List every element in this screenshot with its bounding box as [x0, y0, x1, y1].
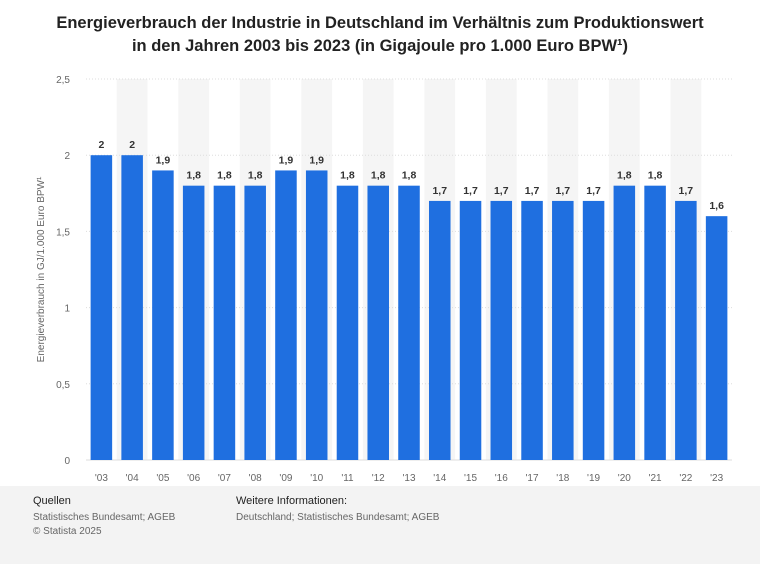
- x-tick-label: '06: [187, 473, 200, 484]
- x-tick-label: '11: [341, 473, 354, 484]
- sources-block: Quellen Statistisches Bundesamt; AGEB © …: [33, 494, 175, 539]
- x-tick-label: '17: [526, 473, 539, 484]
- x-tick-label: '21: [649, 473, 662, 484]
- data-label: 1,7: [679, 185, 694, 197]
- x-tick-label: '19: [587, 473, 600, 484]
- bar: [336, 185, 359, 460]
- data-label: 1,8: [248, 170, 263, 182]
- bar: [490, 200, 513, 461]
- y-tick-label: 2,5: [56, 75, 70, 86]
- x-tick-label: '07: [218, 473, 231, 484]
- data-label: 1,7: [525, 185, 540, 197]
- bar: [244, 185, 266, 460]
- data-label: 1,8: [217, 170, 232, 182]
- x-tick-label: '23: [710, 473, 723, 484]
- bar: [275, 170, 297, 460]
- x-tick-label: '12: [372, 473, 385, 484]
- bar: [552, 200, 574, 461]
- x-tick-label: '15: [464, 473, 477, 484]
- bar: [367, 185, 390, 460]
- chart-title-line-2: in den Jahren 2003 bis 2023 (in Gigajoul…: [131, 37, 629, 55]
- y-tick-label: 1: [64, 304, 70, 315]
- x-tick-label: '04: [126, 473, 139, 484]
- data-label: 1,8: [617, 170, 632, 182]
- x-tick-label: '05: [156, 473, 169, 484]
- chart-title-line-1: Energieverbrauch der Industrie in Deutsc…: [56, 14, 704, 32]
- x-tick-label: '08: [249, 473, 262, 484]
- y-axis-label: Energieverbrauch in GJ/1.000 Euro BPW¹: [36, 176, 47, 362]
- bar: [675, 200, 697, 461]
- bar: [521, 200, 543, 461]
- data-label: 1,7: [556, 185, 571, 197]
- x-tick-label: '10: [310, 473, 323, 484]
- bar: [398, 185, 420, 460]
- x-tick-label: '18: [556, 473, 569, 484]
- bar: [428, 200, 451, 461]
- x-tick-label: '20: [618, 473, 631, 484]
- info-text: Deutschland; Statistisches Bundesamt; AG…: [236, 512, 440, 523]
- data-label: 1,9: [309, 154, 324, 166]
- data-label: 1,7: [494, 185, 509, 197]
- data-label: 1,8: [648, 170, 663, 182]
- data-label: 1,9: [156, 154, 171, 166]
- chart-title: Energieverbrauch der Industrie in Deutsc…: [0, 12, 760, 58]
- bar: [121, 155, 143, 460]
- data-label: 1,8: [402, 170, 417, 182]
- x-tick-label: '09: [279, 473, 292, 484]
- bar: [582, 200, 605, 461]
- bar: [305, 170, 328, 460]
- footer: Quellen Statistisches Bundesamt; AGEB © …: [0, 494, 760, 564]
- x-tick-label: '13: [402, 473, 415, 484]
- data-label: 1,6: [709, 200, 724, 212]
- info-block: Weitere Informationen: Deutschland; Stat…: [236, 494, 439, 525]
- data-label: 1,7: [586, 185, 601, 197]
- x-tick-label: '22: [679, 473, 692, 484]
- data-label: 1,8: [371, 170, 386, 182]
- data-label: 1,7: [463, 185, 478, 197]
- x-tick-label: '03: [95, 473, 108, 484]
- y-tick-label: 2: [64, 151, 70, 162]
- y-tick-label: 1,5: [56, 227, 70, 238]
- y-tick-label: 0: [64, 456, 70, 467]
- bar: [213, 185, 236, 460]
- bar: [459, 200, 482, 461]
- sources-heading: Quellen: [33, 495, 71, 507]
- x-tick-label: '16: [495, 473, 508, 484]
- y-tick-label: 0,5: [56, 380, 70, 391]
- data-label: 2: [129, 139, 135, 151]
- bar-chart: 0 0,5 1 1,5 2 2,5 Energieverbrauch in GJ/1.000…: [36, 75, 732, 484]
- data-label: 1,7: [432, 185, 447, 197]
- data-label: 1,8: [186, 170, 201, 182]
- data-label: 1,8: [340, 170, 355, 182]
- sources-text: Statistisches Bundesamt; AGEB: [33, 512, 176, 523]
- info-heading: Weitere Informationen:: [236, 495, 348, 507]
- bar: [182, 185, 205, 460]
- x-tick-label: '14: [433, 473, 446, 484]
- data-label: 1,9: [279, 154, 294, 166]
- copyright-text: © Statista 2025: [33, 526, 102, 537]
- bar: [90, 155, 113, 460]
- bar: [613, 185, 636, 460]
- data-label: 2: [98, 139, 104, 151]
- bar: [705, 216, 728, 460]
- bar: [644, 185, 666, 460]
- bar: [152, 170, 174, 460]
